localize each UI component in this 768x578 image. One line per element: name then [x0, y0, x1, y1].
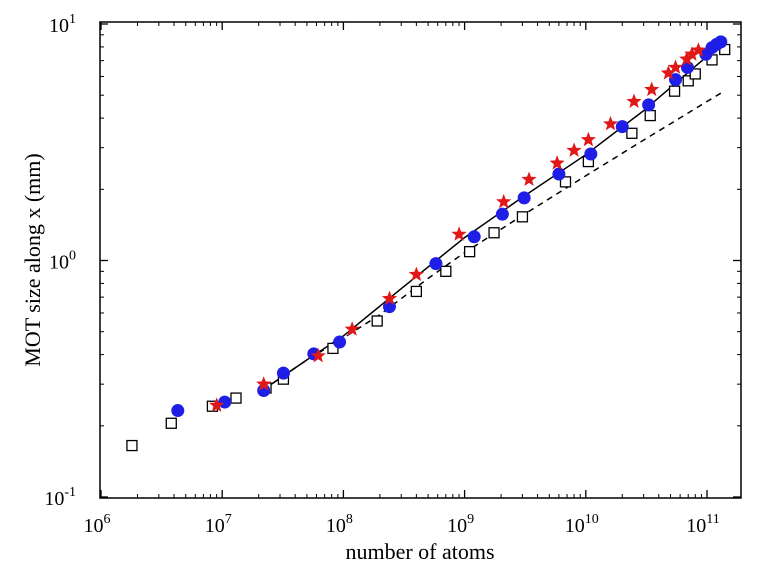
x-tick-label: 109 [447, 512, 474, 537]
square-point [230, 392, 242, 404]
star-point [679, 51, 695, 66]
square-point [488, 227, 500, 239]
star-point [684, 46, 700, 61]
square-point [689, 68, 701, 80]
circle-point [382, 300, 396, 314]
circle-point [552, 167, 566, 181]
star-point [381, 290, 398, 306]
square-point [668, 85, 681, 97]
square-point [165, 417, 177, 429]
star-point [626, 93, 642, 108]
circle-point [467, 230, 481, 244]
y-tick-label: 100 [49, 249, 76, 274]
star-point [521, 171, 537, 186]
star-point [602, 115, 619, 131]
star-point [644, 81, 660, 97]
x-axis-label: number of atoms [345, 539, 494, 564]
y-axis-label: MOT size along x (mm) [20, 153, 45, 366]
plot-frame [99, 21, 742, 499]
square-point [559, 176, 572, 188]
square-point [516, 211, 529, 223]
circle-point [333, 335, 347, 349]
square-point [644, 109, 656, 122]
star-point [660, 65, 676, 80]
x-tick-label: 1010 [565, 512, 599, 537]
circle-point [495, 207, 509, 221]
square-point [463, 245, 476, 258]
star-point [344, 321, 360, 336]
square-point [126, 439, 138, 452]
circle-point [642, 98, 656, 112]
square-point [327, 342, 339, 355]
square-point [410, 285, 423, 298]
star-point [408, 266, 424, 281]
circle-point [171, 404, 185, 418]
y-axis-ticks: 10-1 100 101 [44, 12, 741, 510]
star-point [451, 226, 467, 241]
y-tick-label: 10-1 [44, 485, 76, 510]
circle-point [714, 35, 728, 49]
star-point [209, 397, 225, 412]
x-tick-label: 1011 [686, 512, 719, 537]
star-point [667, 59, 684, 74]
circle-point [584, 147, 598, 161]
circle-point [276, 366, 290, 380]
star-point [310, 347, 326, 363]
star-point [566, 142, 582, 157]
circle-point [669, 73, 683, 87]
star-point [549, 155, 565, 170]
star-point [580, 131, 596, 147]
circle-point [615, 120, 629, 134]
x-tick-label: 107 [205, 512, 232, 537]
square-point [440, 265, 452, 277]
square-point [371, 315, 383, 327]
circle-point [429, 257, 443, 271]
x-tick-label: 108 [326, 512, 353, 537]
y-tick-label: 101 [49, 12, 76, 37]
star-point [496, 193, 512, 209]
data-markers [126, 35, 731, 452]
square-point [682, 75, 694, 87]
star-point [690, 42, 707, 57]
circle-point [218, 395, 232, 409]
x-tick-label: 106 [84, 512, 111, 537]
square-point [626, 127, 638, 139]
x-axis-ticks: 106 107 108 109 1010 1011 [84, 22, 720, 537]
circle-point [517, 191, 531, 205]
star-point [256, 376, 272, 391]
